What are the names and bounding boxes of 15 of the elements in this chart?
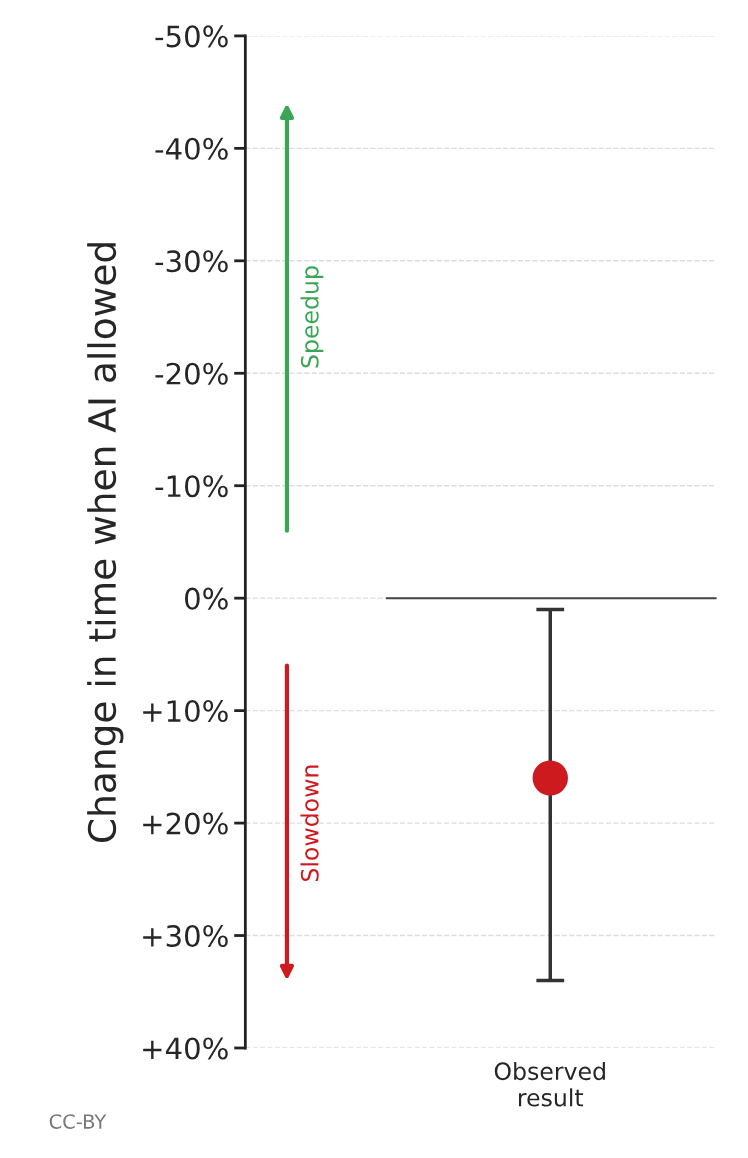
annotation: Speedup: [300, 266, 324, 368]
y-tick-label: +10%: [143, 700, 228, 723]
y-tick-label: -40%: [155, 137, 228, 160]
y-tick-label: 0%: [185, 587, 228, 610]
y-tick-label: -30%: [155, 250, 228, 273]
x-tick-label: Observed result: [494, 1061, 605, 1107]
text: CC-BY: [49, 1114, 107, 1129]
y-tick-label: +40%: [143, 1037, 228, 1060]
y-tick-label: -50%: [155, 25, 228, 48]
y-tick-label: -10%: [155, 475, 228, 498]
y-tick-label: +20%: [143, 812, 228, 835]
y-axis-title: Change in time when AI allowed: [87, 243, 124, 843]
annotation: Slowdown: [300, 765, 319, 882]
y-tick-label: +30%: [143, 924, 228, 948]
y-tick-label: -20%: [155, 362, 228, 385]
